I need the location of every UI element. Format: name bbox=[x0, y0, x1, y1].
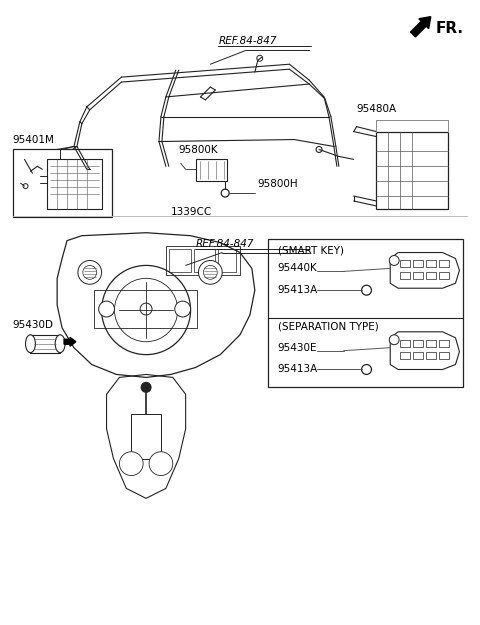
Bar bbox=[413, 352, 423, 359]
Circle shape bbox=[114, 278, 178, 342]
Circle shape bbox=[149, 452, 173, 476]
Bar bbox=[426, 272, 436, 279]
Bar bbox=[12, 149, 111, 217]
Circle shape bbox=[141, 382, 151, 392]
Bar bbox=[195, 159, 227, 181]
Bar bbox=[413, 261, 423, 268]
Bar bbox=[426, 261, 436, 268]
Circle shape bbox=[140, 303, 152, 315]
Circle shape bbox=[389, 256, 399, 266]
Bar bbox=[413, 340, 423, 347]
Bar bbox=[439, 352, 448, 359]
Bar bbox=[439, 340, 448, 347]
Text: 95401M: 95401M bbox=[12, 134, 55, 144]
Bar bbox=[426, 352, 436, 359]
Bar bbox=[30, 335, 60, 352]
Text: 95800K: 95800K bbox=[179, 146, 218, 156]
Bar bbox=[426, 340, 436, 347]
Text: 95430E: 95430E bbox=[277, 342, 317, 352]
Bar bbox=[193, 249, 216, 272]
Circle shape bbox=[175, 301, 191, 317]
Circle shape bbox=[316, 146, 322, 152]
Text: 95413A: 95413A bbox=[277, 285, 318, 295]
Bar bbox=[218, 249, 236, 272]
Bar bbox=[439, 261, 448, 268]
Circle shape bbox=[361, 285, 372, 295]
Bar bbox=[400, 261, 410, 268]
Text: 95440K: 95440K bbox=[277, 263, 317, 273]
Bar bbox=[400, 340, 410, 347]
Text: (SEPARATION TYPE): (SEPARATION TYPE) bbox=[277, 322, 378, 332]
Circle shape bbox=[83, 266, 96, 279]
Text: 95430D: 95430D bbox=[12, 320, 54, 330]
Circle shape bbox=[389, 335, 399, 345]
Ellipse shape bbox=[55, 335, 65, 352]
Text: FR.: FR. bbox=[436, 21, 464, 36]
Circle shape bbox=[99, 301, 114, 317]
Bar bbox=[131, 414, 161, 459]
Bar bbox=[268, 239, 463, 388]
FancyArrow shape bbox=[410, 17, 431, 37]
Text: 1339CC: 1339CC bbox=[171, 207, 212, 217]
Ellipse shape bbox=[25, 335, 36, 352]
Circle shape bbox=[257, 55, 263, 61]
Bar bbox=[376, 132, 447, 209]
Circle shape bbox=[120, 452, 143, 476]
Bar bbox=[47, 159, 102, 209]
Bar bbox=[169, 249, 191, 272]
Text: 95413A: 95413A bbox=[277, 364, 318, 374]
Bar bbox=[439, 272, 448, 279]
Circle shape bbox=[361, 364, 372, 374]
Bar bbox=[400, 352, 410, 359]
Circle shape bbox=[204, 266, 217, 279]
Circle shape bbox=[78, 261, 102, 284]
Circle shape bbox=[199, 261, 222, 284]
Text: (SMART KEY): (SMART KEY) bbox=[277, 246, 344, 256]
Text: REF.84-847: REF.84-847 bbox=[195, 239, 254, 249]
Text: 95480A: 95480A bbox=[357, 104, 397, 114]
Bar bbox=[94, 290, 197, 328]
Text: REF.84-847: REF.84-847 bbox=[218, 36, 277, 46]
Circle shape bbox=[102, 266, 191, 354]
FancyArrow shape bbox=[64, 338, 76, 346]
Bar bbox=[400, 272, 410, 279]
Bar bbox=[166, 246, 240, 276]
Circle shape bbox=[23, 184, 28, 189]
Bar bbox=[413, 272, 423, 279]
Text: 95800H: 95800H bbox=[258, 179, 299, 189]
Circle shape bbox=[221, 189, 229, 197]
